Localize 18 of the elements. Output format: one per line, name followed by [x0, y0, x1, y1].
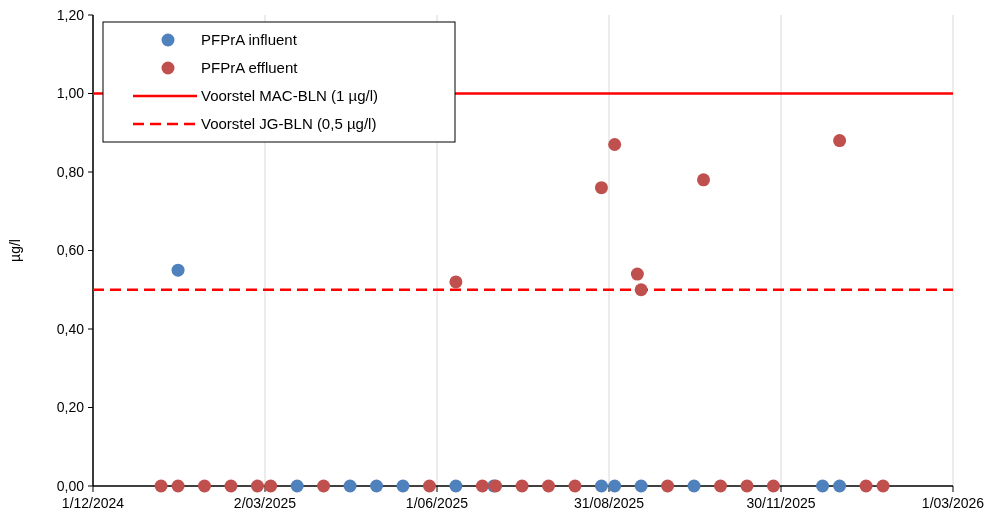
y-axis-title: µg/l: [7, 239, 23, 262]
legend-label: PFPrA effluent: [201, 59, 299, 77]
ref-line-label: Voorstel MAC-BLN (1 µg/l): [201, 87, 379, 105]
x-tick-label: 2/03/2025: [233, 495, 297, 511]
y-tick-label: 0,80: [56, 163, 85, 180]
x-tick-label: 1/12/2024: [61, 495, 125, 511]
y-tick-label: 0,60: [56, 242, 85, 259]
x-tick-label: 1/03/2026: [921, 495, 985, 511]
x-tick-label: 1/06/2025: [405, 495, 469, 511]
x-tick-label: 31/08/2025: [573, 495, 645, 511]
legend-label: Voorstel JG-BLN (0,5 µg/l): [201, 115, 377, 133]
legend-label: PFPrA influent: [201, 31, 298, 49]
y-tick-label: 1,00: [56, 85, 85, 102]
y-tick-label: 0,00: [56, 477, 85, 494]
x-tick-label: 30/11/2025: [746, 495, 816, 511]
y-tick-label: 0,40: [56, 320, 85, 337]
y-tick-label: 0,20: [56, 399, 85, 416]
y-tick-label: 1,20: [56, 6, 85, 23]
